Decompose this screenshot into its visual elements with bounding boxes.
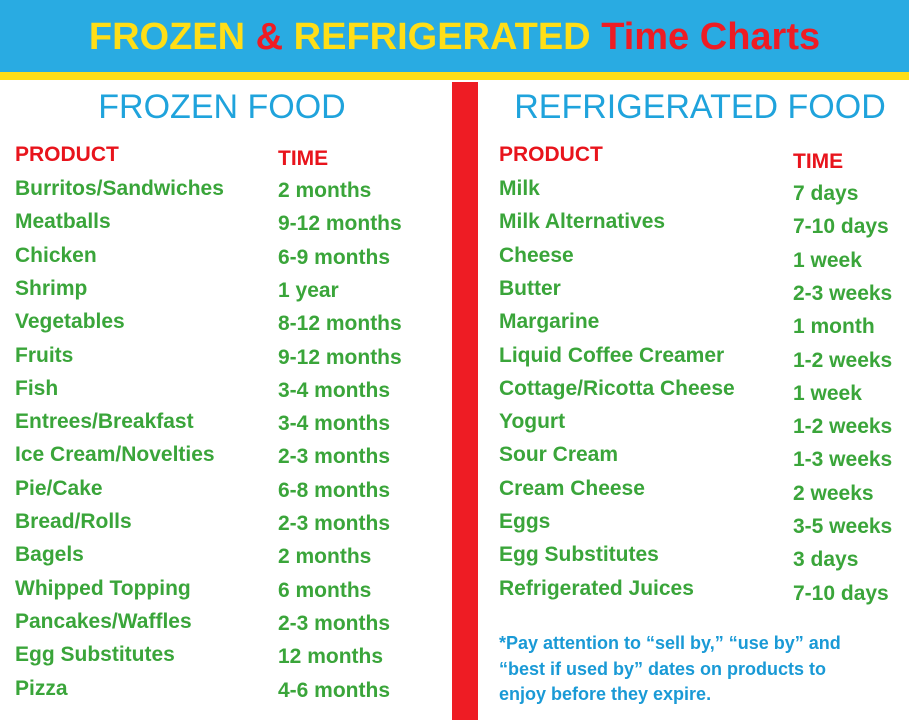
product-name: Pancakes/Waffles bbox=[15, 609, 192, 633]
product-name: Chicken bbox=[15, 243, 97, 267]
product-name: Meatballs bbox=[15, 210, 111, 234]
title-part: Time Charts bbox=[601, 16, 821, 58]
storage-time: 1 month bbox=[793, 315, 875, 339]
product-name: Bread/Rolls bbox=[15, 510, 132, 533]
storage-time: 7-10 days bbox=[793, 215, 889, 239]
product-name: Vegetables bbox=[15, 310, 125, 334]
product-name: Whipped Topping bbox=[15, 576, 191, 600]
storage-time: 1 year bbox=[278, 278, 339, 302]
storage-time: 1-2 weeks bbox=[793, 348, 893, 372]
storage-time: 1-3 weeks bbox=[793, 448, 893, 472]
product-name: Pie/Cake bbox=[15, 476, 103, 500]
title: FROZEN & REFRIGERATED Time Charts bbox=[0, 16, 909, 59]
product-name: Entrees/Breakfast bbox=[15, 410, 194, 434]
product-name: Fish bbox=[15, 376, 59, 400]
storage-time: 9-12 months bbox=[278, 212, 402, 236]
storage-time: 2 months bbox=[278, 545, 372, 569]
column-header: PRODUCT bbox=[499, 143, 603, 166]
header-band bbox=[0, 0, 909, 72]
product-name: Cheese bbox=[499, 243, 574, 267]
title-part: FROZEN bbox=[88, 16, 246, 58]
product-name: Liquid Coffee Creamer bbox=[499, 343, 725, 367]
product-name: Butter bbox=[499, 276, 561, 300]
storage-time: 3-5 weeks bbox=[793, 515, 893, 538]
storage-time: 1 week bbox=[793, 248, 862, 272]
column-header: TIME bbox=[278, 147, 329, 170]
storage-time: 7 days bbox=[793, 182, 859, 205]
product-name: Egg Substitutes bbox=[15, 643, 175, 667]
storage-time: 3 days bbox=[793, 548, 859, 572]
product-name: Cream Cheese bbox=[499, 476, 645, 500]
product-name: Sour Cream bbox=[499, 443, 619, 467]
storage-time: 7-10 days bbox=[793, 581, 889, 605]
section-heading: REFRIGERATED FOOD bbox=[514, 88, 886, 126]
product-name: Pizza bbox=[15, 676, 68, 700]
storage-time: 1-2 weeks bbox=[793, 415, 893, 439]
column-header: TIME bbox=[793, 150, 844, 173]
product-name: Egg Substitutes bbox=[499, 543, 659, 567]
product-name: Shrimp bbox=[15, 276, 88, 300]
storage-time: 2 weeks bbox=[793, 481, 874, 505]
storage-time: 12 months bbox=[278, 645, 384, 669]
title-part: REFRIGERATED bbox=[293, 16, 591, 58]
storage-time: 6 months bbox=[278, 578, 372, 602]
product-name: Milk bbox=[499, 177, 540, 200]
product-name: Bagels bbox=[15, 543, 84, 567]
product-name: Margarine bbox=[499, 310, 600, 334]
note-line: enjoy before they expire. bbox=[499, 684, 712, 704]
product-name: Milk Alternatives bbox=[499, 210, 666, 234]
storage-time: 4-6 months bbox=[278, 678, 391, 702]
storage-time: 8-12 months bbox=[278, 312, 402, 336]
note-line: “best if used by” dates on products to bbox=[499, 658, 827, 679]
storage-time: 6-9 months bbox=[278, 245, 391, 269]
section-heading: FROZEN FOOD bbox=[98, 88, 346, 126]
storage-time: 9-12 months bbox=[278, 345, 402, 369]
storage-time: 2-3 weeks bbox=[793, 281, 893, 305]
header-stripe bbox=[0, 72, 909, 80]
product-name: Fruits bbox=[15, 343, 74, 367]
storage-time: 2-3 months bbox=[278, 611, 391, 635]
product-name: Burritos/Sandwiches bbox=[15, 177, 224, 200]
title-part: & bbox=[255, 16, 284, 58]
product-name: Refrigerated Juices bbox=[499, 576, 694, 600]
storage-time: 1 week bbox=[793, 381, 862, 405]
product-name: Yogurt bbox=[499, 410, 566, 434]
product-name: Eggs bbox=[499, 510, 551, 533]
storage-time: 6-8 months bbox=[278, 478, 391, 502]
product-name: Cottage/Ricotta Cheese bbox=[499, 376, 735, 400]
storage-time: 2 months bbox=[278, 179, 372, 202]
product-name: Ice Cream/Novelties bbox=[15, 443, 215, 467]
storage-time: 3-4 months bbox=[278, 412, 391, 436]
divider bbox=[452, 82, 478, 720]
storage-time: 3-4 months bbox=[278, 378, 391, 402]
storage-time: 2-3 months bbox=[278, 512, 391, 535]
column-header: PRODUCT bbox=[15, 143, 119, 166]
note-line: *Pay attention to “sell by,” “use by” an… bbox=[499, 633, 841, 653]
storage-time: 2-3 months bbox=[278, 445, 391, 469]
